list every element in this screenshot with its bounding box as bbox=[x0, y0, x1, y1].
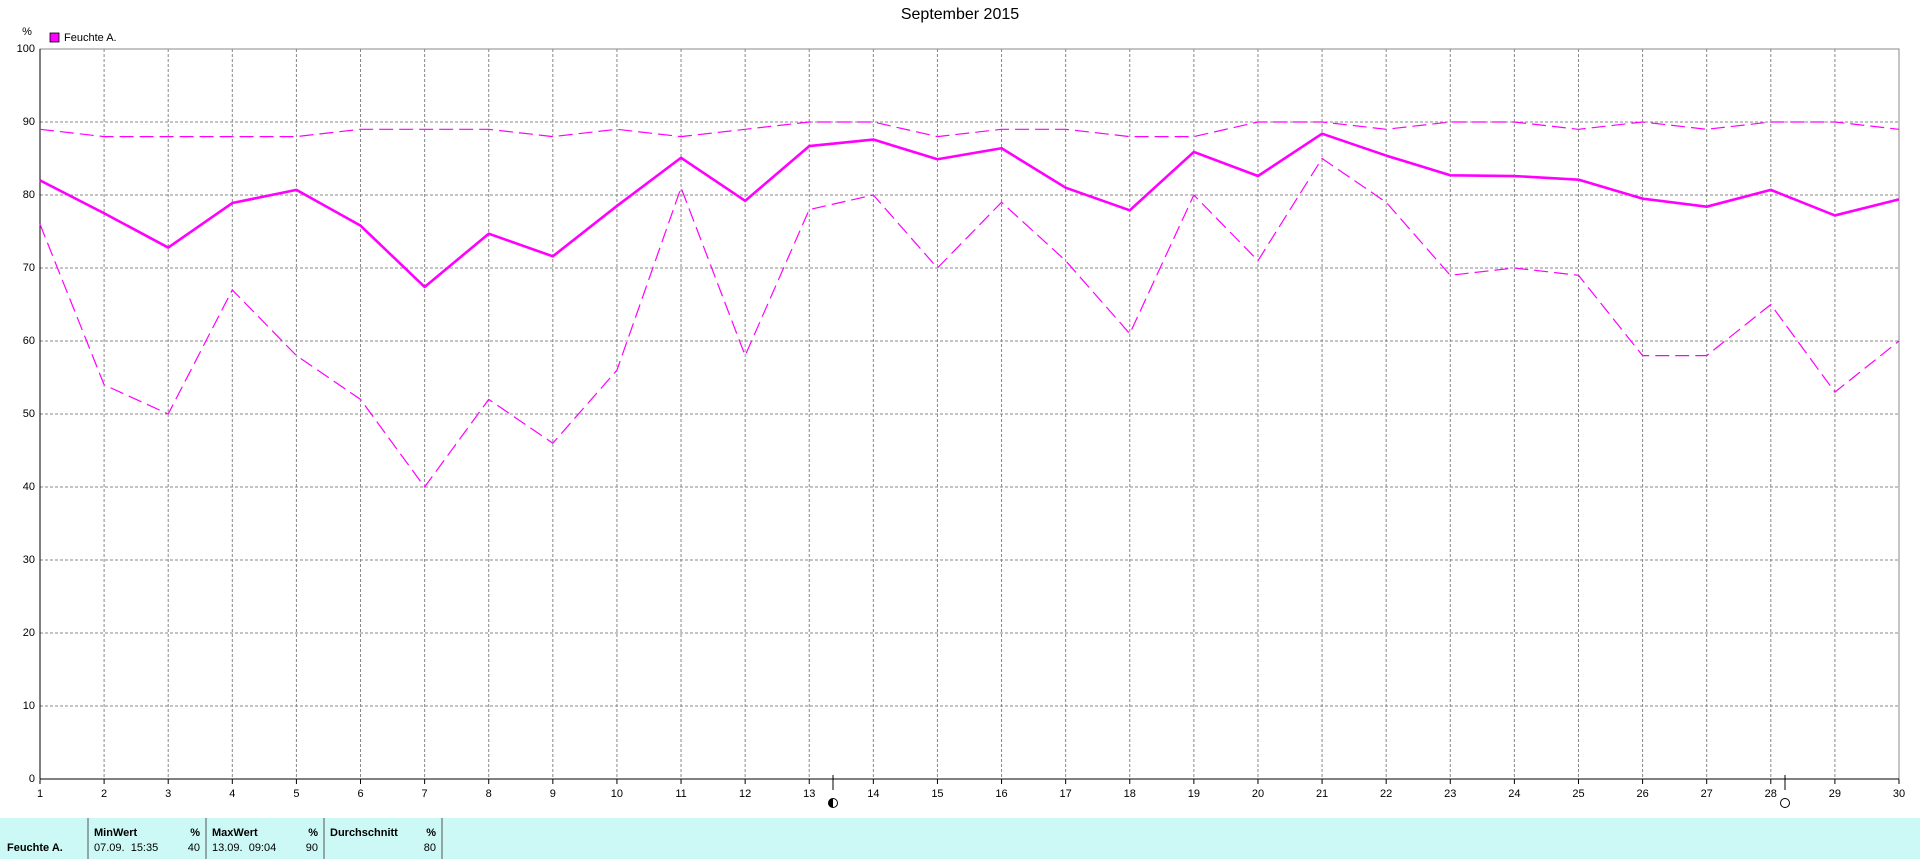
x-tick-label: 24 bbox=[1508, 788, 1520, 800]
x-tick-label: 2 bbox=[101, 788, 107, 800]
x-tick-label: 7 bbox=[422, 788, 428, 800]
x-tick-label: 29 bbox=[1829, 788, 1841, 800]
stats-time: 13.09. 09:04 bbox=[212, 842, 276, 854]
y-tick-label: 40 bbox=[23, 481, 35, 493]
x-tick-label: 13 bbox=[803, 788, 815, 800]
moon-icon-shade bbox=[828, 798, 833, 808]
stats-time: 07.09. 15:35 bbox=[94, 842, 158, 854]
y-tick-label: 80 bbox=[23, 189, 35, 201]
y-tick-label: 60 bbox=[23, 335, 35, 347]
y-tick-label: 20 bbox=[23, 627, 35, 639]
x-tick-label: 25 bbox=[1572, 788, 1584, 800]
x-tick-label: 3 bbox=[165, 788, 171, 800]
x-tick-label: 15 bbox=[931, 788, 943, 800]
x-tick-label: 20 bbox=[1252, 788, 1264, 800]
stats-row-name: Feuchte A. bbox=[7, 842, 63, 854]
x-tick-label: 6 bbox=[357, 788, 363, 800]
y-tick-label: 50 bbox=[23, 408, 35, 420]
stats-header: MinWert bbox=[94, 827, 138, 839]
x-tick-label: 1 bbox=[37, 788, 43, 800]
legend-label: Feuchte A. bbox=[64, 32, 117, 44]
x-tick-label: 28 bbox=[1765, 788, 1777, 800]
stats-unit: % bbox=[190, 827, 200, 839]
x-tick-label: 11 bbox=[675, 788, 686, 800]
x-tick-label: 27 bbox=[1701, 788, 1713, 800]
y-tick-label: 90 bbox=[23, 116, 35, 128]
x-tick-label: 8 bbox=[486, 788, 492, 800]
y-axis-label: % bbox=[22, 26, 32, 38]
y-tick-label: 0 bbox=[29, 773, 35, 785]
x-tick-label: 14 bbox=[867, 788, 879, 800]
legend-swatch bbox=[49, 32, 60, 43]
x-tick-label: 26 bbox=[1636, 788, 1648, 800]
x-tick-label: 22 bbox=[1380, 788, 1392, 800]
y-tick-label: 100 bbox=[17, 43, 35, 55]
x-tick-label: 5 bbox=[293, 788, 299, 800]
x-tick-label: 12 bbox=[739, 788, 751, 800]
stats-panel bbox=[0, 818, 1920, 859]
stats-header: MaxWert bbox=[212, 827, 258, 839]
x-tick-label: 23 bbox=[1444, 788, 1456, 800]
stats-unit: % bbox=[426, 827, 436, 839]
x-tick-label: 10 bbox=[611, 788, 623, 800]
x-tick-label: 9 bbox=[550, 788, 556, 800]
stats-value: 80 bbox=[424, 842, 436, 854]
y-tick-label: 70 bbox=[23, 262, 35, 274]
x-tick-label: 17 bbox=[1060, 788, 1072, 800]
x-tick-label: 4 bbox=[229, 788, 235, 800]
y-tick-label: 10 bbox=[23, 700, 35, 712]
x-tick-label: 16 bbox=[995, 788, 1007, 800]
x-tick-label: 19 bbox=[1188, 788, 1200, 800]
x-tick-label: 21 bbox=[1316, 788, 1328, 800]
moon-icon bbox=[1780, 798, 1790, 808]
x-tick-label: 18 bbox=[1124, 788, 1136, 800]
stats-value: 90 bbox=[306, 842, 318, 854]
series-line bbox=[39, 132, 1900, 289]
x-tick-label: 30 bbox=[1893, 788, 1905, 800]
series-line bbox=[39, 157, 1900, 488]
stats-unit: % bbox=[308, 827, 318, 839]
chart-title: September 2015 bbox=[901, 6, 1019, 23]
stats-header: Durchschnitt bbox=[330, 827, 398, 839]
y-tick-label: 30 bbox=[23, 554, 35, 566]
series-line bbox=[39, 121, 1900, 138]
stats-value: 40 bbox=[188, 842, 200, 854]
